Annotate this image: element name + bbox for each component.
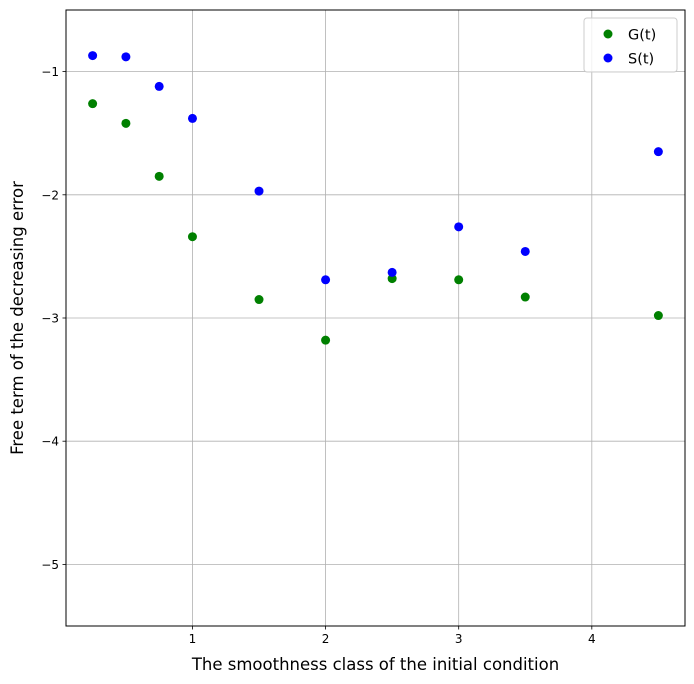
data-point-s — [653, 147, 663, 157]
data-point-s — [321, 275, 331, 285]
data-point-g — [121, 118, 131, 128]
grid — [66, 10, 685, 626]
legend-label: G(t) — [628, 28, 656, 44]
axis-ticks: 1 2 3 4 −5 −4 −3 −2 −1 — [41, 65, 595, 646]
legend-marker — [603, 53, 613, 63]
legend-label: S(t) — [628, 52, 654, 68]
data-point-g — [187, 232, 197, 242]
x-tick-label: 2 — [322, 632, 330, 646]
y-tick-label: −4 — [41, 435, 59, 449]
y-tick-label: −1 — [41, 65, 59, 79]
data-point-s — [520, 246, 530, 256]
data-point-s — [254, 186, 264, 196]
y-tick-label: −3 — [41, 312, 59, 326]
data-point-s — [88, 51, 98, 61]
data-point-g — [520, 292, 530, 302]
data-point-g — [387, 274, 397, 284]
x-tick-label: 3 — [455, 632, 463, 646]
legend-marker — [603, 29, 613, 39]
data-point-g — [254, 295, 264, 305]
data-point-g — [321, 335, 331, 345]
data-point-g — [454, 275, 464, 285]
data-point-g — [154, 171, 164, 181]
data-point-s — [154, 81, 164, 91]
data-point-s — [454, 222, 464, 232]
data-point-g — [88, 99, 98, 109]
x-axis-label: The smoothness class of the initial cond… — [191, 655, 559, 674]
legend: G(t) S(t) — [583, 17, 678, 73]
y-tick-label: −2 — [41, 188, 59, 202]
x-tick-label: 1 — [189, 632, 197, 646]
data-points — [88, 51, 663, 345]
y-axis-label: Free term of the decreasing error — [8, 181, 27, 455]
y-tick-label: −5 — [41, 558, 59, 572]
data-point-s — [187, 113, 197, 123]
x-tick-label: 4 — [588, 632, 596, 646]
data-point-s — [387, 267, 397, 277]
data-point-g — [653, 311, 663, 321]
data-point-s — [121, 52, 131, 62]
